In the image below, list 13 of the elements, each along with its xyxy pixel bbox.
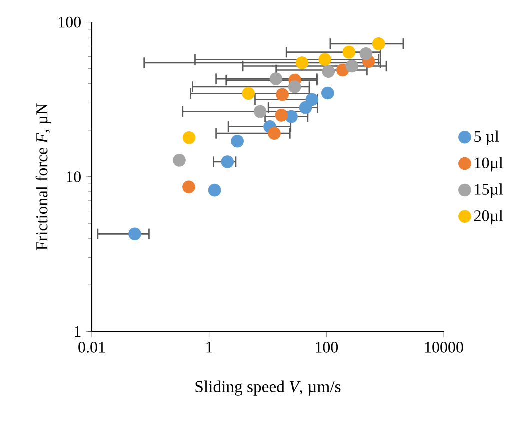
y-tick-label: 10 [67, 172, 81, 182]
legend-label: 10µl [475, 157, 504, 172]
y-axis-title: Frictional force F, µN [36, 104, 52, 250]
x-axis-title: Sliding speed V, µm/s [196, 380, 341, 396]
legend-label: 5 µl [474, 130, 500, 146]
legend-label: 20µl [474, 210, 504, 225]
y-tick-label: 100 [59, 16, 81, 28]
x-tick-label: 1 [206, 342, 212, 353]
x-tick-label: 100 [316, 342, 338, 353]
legend-label: 15µl [475, 184, 504, 198]
x-tick-label: 0.01 [78, 342, 106, 353]
x-tick-label: 10000 [425, 342, 464, 353]
y-tick-label: 1 [75, 326, 81, 337]
